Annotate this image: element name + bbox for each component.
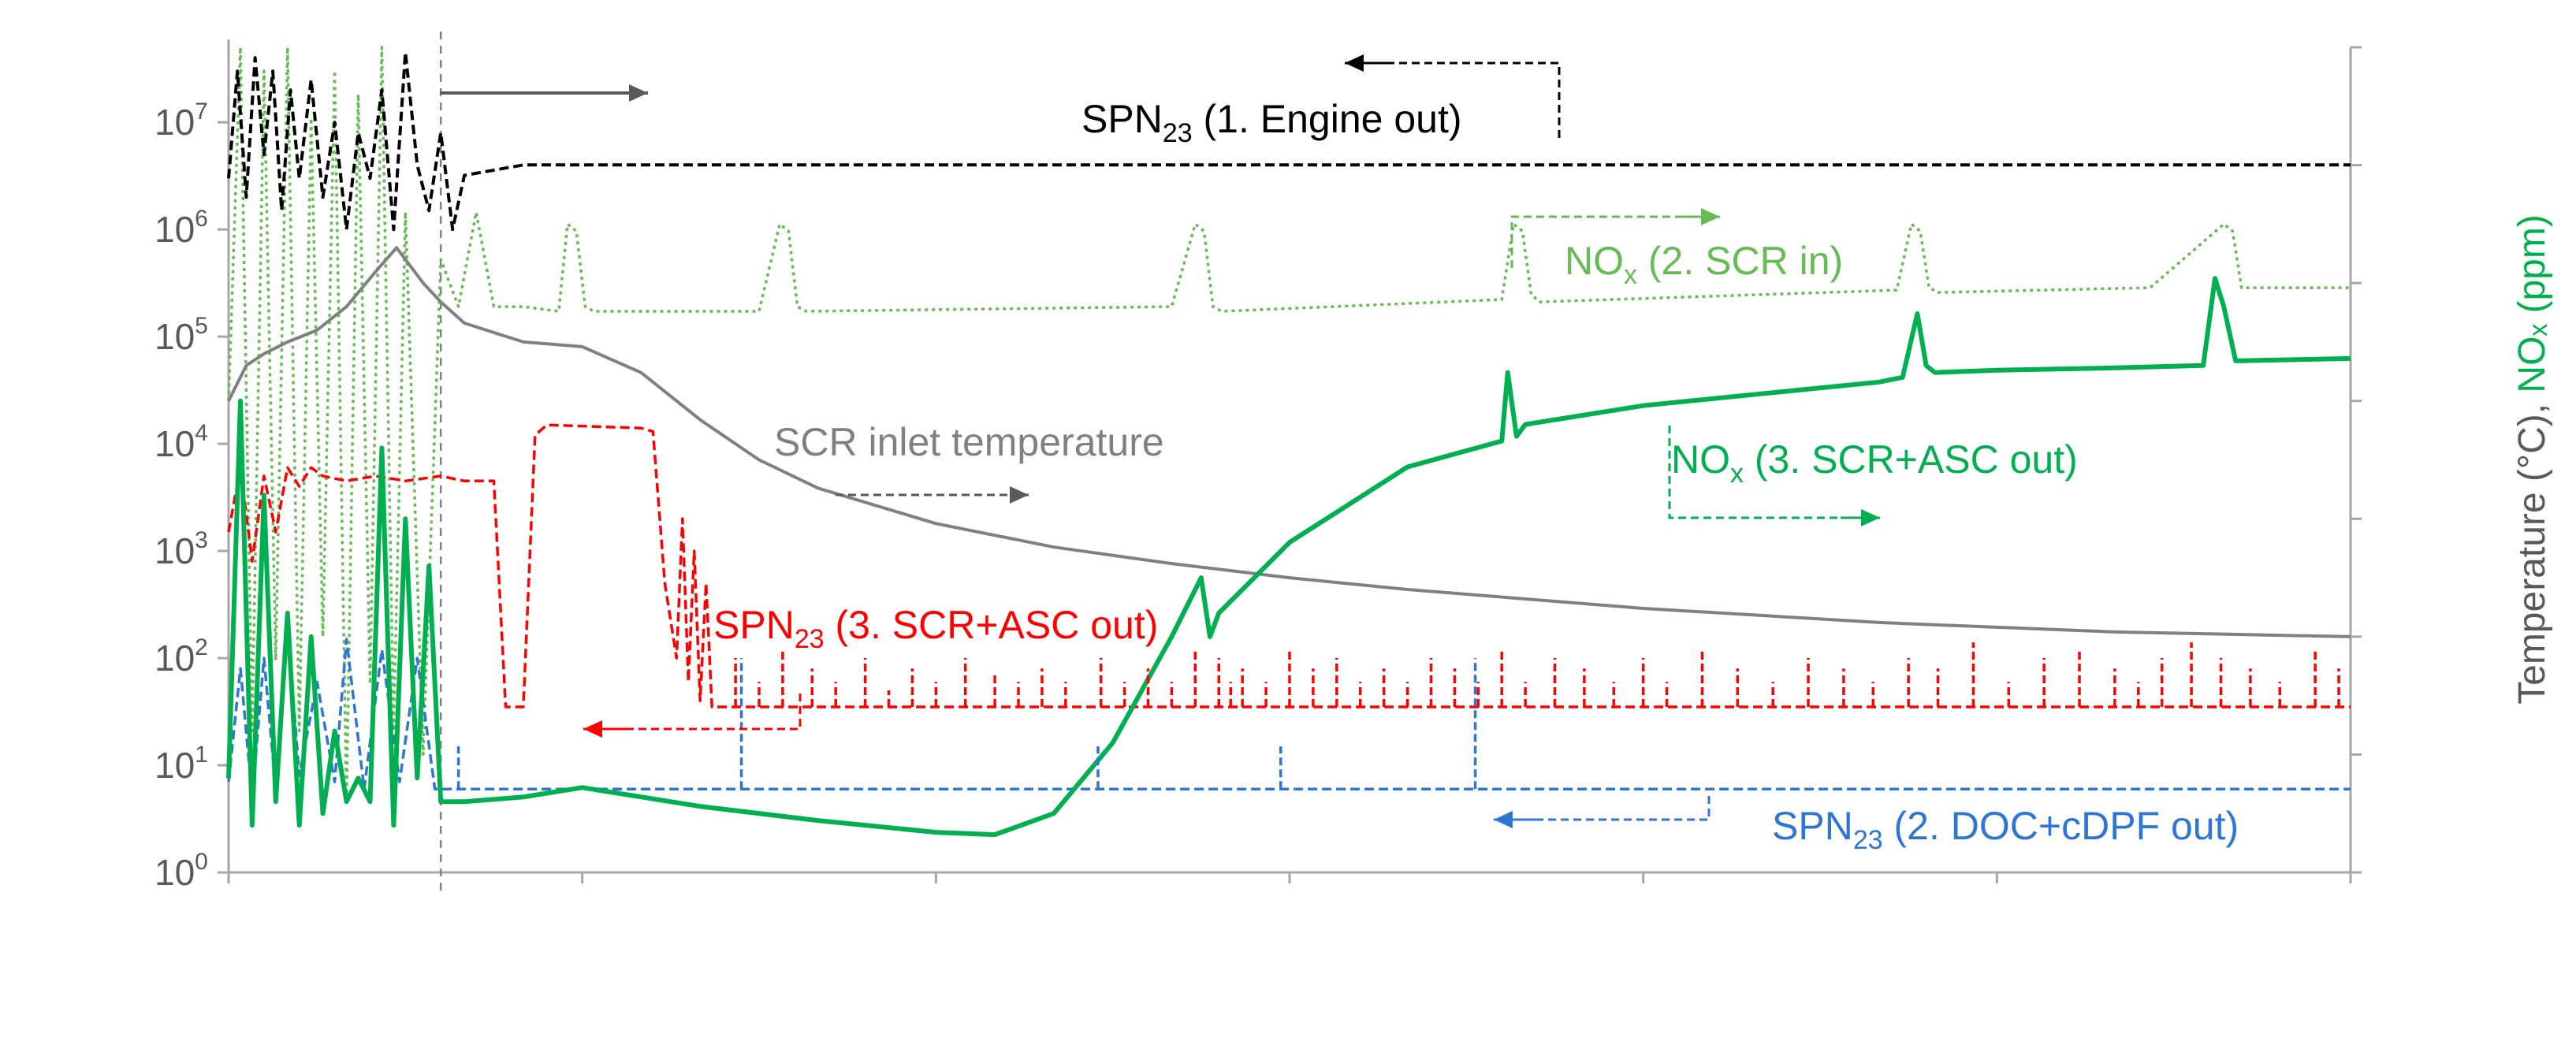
engine-arrow-connector	[1387, 61, 1561, 138]
y-right-axis-title: Temperature (°C), NOₓ (ppm)	[2511, 214, 2553, 705]
series-spn-dpf-out-line	[227, 624, 2351, 799]
label-engine-out: SPN23 (1. Engine out)	[1081, 97, 1462, 148]
series-nox-out-line	[226, 276, 2351, 838]
y-left-tick-label: 103	[154, 527, 208, 571]
spn-scr-arrow-connector	[631, 694, 802, 731]
nox-in-arrow-connector	[1510, 215, 1683, 268]
label-nox-scr-in: NOx (2. SCR in)	[1565, 239, 1843, 290]
spn-dpf-arrow-connector	[1541, 796, 1711, 821]
series-nox-scr-in-line	[227, 46, 2351, 804]
idling-arrow-head	[629, 84, 648, 102]
label-spn-scr-out: SPN23 (3. SCR+ASC out)	[713, 603, 1158, 654]
series-scr-temp-line	[227, 246, 2351, 638]
y-left-tick-label: 107	[154, 99, 208, 143]
y-left-tick-label: 101	[154, 742, 208, 786]
temp-arrow-head	[1010, 486, 1029, 504]
y-left-tick-label: 105	[154, 313, 208, 357]
plot-area	[226, 32, 2351, 894]
spn-scr-arrow-tip-head	[583, 720, 602, 738]
spn-dpf-arrow-tip-head	[1494, 811, 1513, 828]
y-left-tick-label: 106	[154, 206, 208, 250]
engine-arrow-tip-head	[1345, 54, 1364, 72]
nox-in-arrow-tip-head	[1701, 208, 1720, 225]
nox-out-arrow-connector	[1668, 426, 1841, 519]
label-spn-dpf-out: SPN23 (2. DOC+cDPF out)	[1772, 804, 2239, 855]
series-engine-out-line	[227, 50, 2351, 232]
label-nox-out: NOx (3. SCR+ASC out)	[1671, 437, 2078, 489]
labels-layer: 100 101 102 103 104 105 106 107 Temperature (°C)…	[154, 97, 2553, 893]
nox-out-arrow-tip-head	[1861, 509, 1880, 526]
y-left-tick-label: 102	[154, 634, 208, 679]
label-scr-temp: SCR inlet temperature	[774, 420, 1164, 464]
series-spn-scr-out-line	[227, 423, 2351, 708]
y-left-tick-label: 100	[154, 849, 208, 893]
y-left-tick-label: 104	[154, 420, 208, 464]
